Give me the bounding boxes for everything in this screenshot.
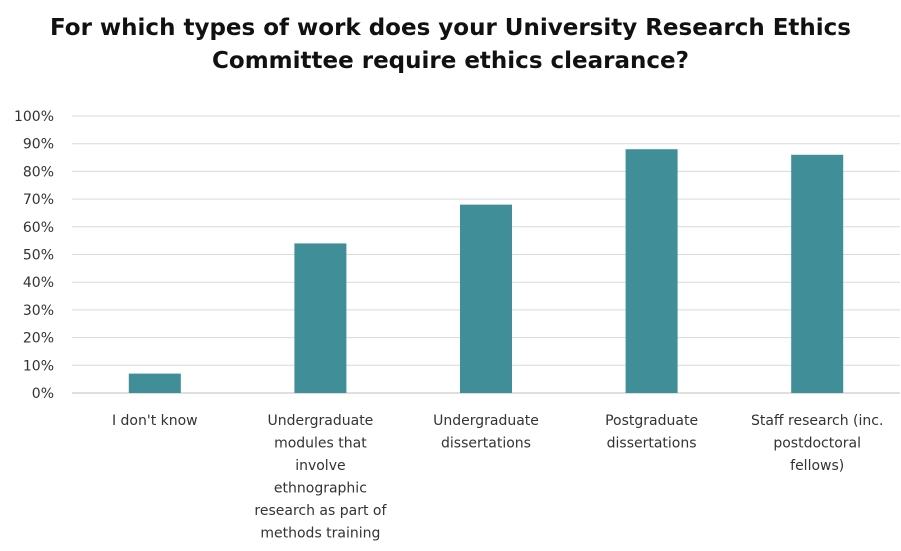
x-category-label: Staff research (inc. postdoctoral fellows) [751, 413, 883, 474]
x-category-label-line: I don't know [112, 413, 198, 429]
y-tick-label: 10% [23, 358, 54, 374]
bar [294, 243, 347, 393]
bar [791, 154, 844, 393]
x-category-label-line: postdoctoral [773, 436, 861, 452]
y-tick-label: 40% [23, 275, 54, 291]
x-category-label-line: modules that [274, 436, 367, 452]
x-category-label-line: Staff research (inc. [751, 413, 883, 429]
x-category-label-line: ethnographic [274, 481, 367, 497]
bar [460, 204, 512, 393]
chart-title-line-2: Committee require ethics clearance? [212, 48, 689, 74]
x-category-label-line: Postgraduate [605, 413, 698, 429]
x-category-label-line: involve [295, 458, 345, 474]
bar [128, 373, 181, 393]
y-tick-label: 90% [23, 137, 54, 153]
y-tick-label: 80% [23, 164, 54, 180]
y-tick-label: 100% [14, 109, 54, 125]
x-category-label: Undergraduate modules that involve ethnogra… [254, 413, 387, 542]
x-category-label: Postgraduate dissertations [605, 413, 698, 452]
x-category-label-line: dissertations [441, 436, 531, 452]
x-category-label-line: methods training [260, 526, 380, 542]
x-category-label-line: dissertations [607, 436, 697, 452]
y-tick-label: 70% [23, 192, 54, 208]
y-tick-label: 50% [23, 248, 54, 264]
y-tick-label: 60% [23, 220, 54, 236]
chart-title: For which types of work does your Univer… [0, 12, 901, 78]
bar [625, 149, 678, 393]
x-category-label: Undergraduate dissertations [433, 413, 539, 452]
x-category-label-line: Undergraduate [268, 413, 374, 429]
chart-title-line-1: For which types of work does your Univer… [50, 15, 851, 41]
x-category-label-line: fellows) [790, 458, 844, 474]
x-category-label-line: Undergraduate [433, 413, 539, 429]
y-tick-label: 30% [23, 303, 54, 319]
x-category-label-line: research as part of [254, 503, 387, 519]
x-category-label: I don't know [112, 413, 198, 429]
y-tick-label: 0% [32, 386, 54, 402]
y-tick-label: 20% [23, 331, 54, 347]
